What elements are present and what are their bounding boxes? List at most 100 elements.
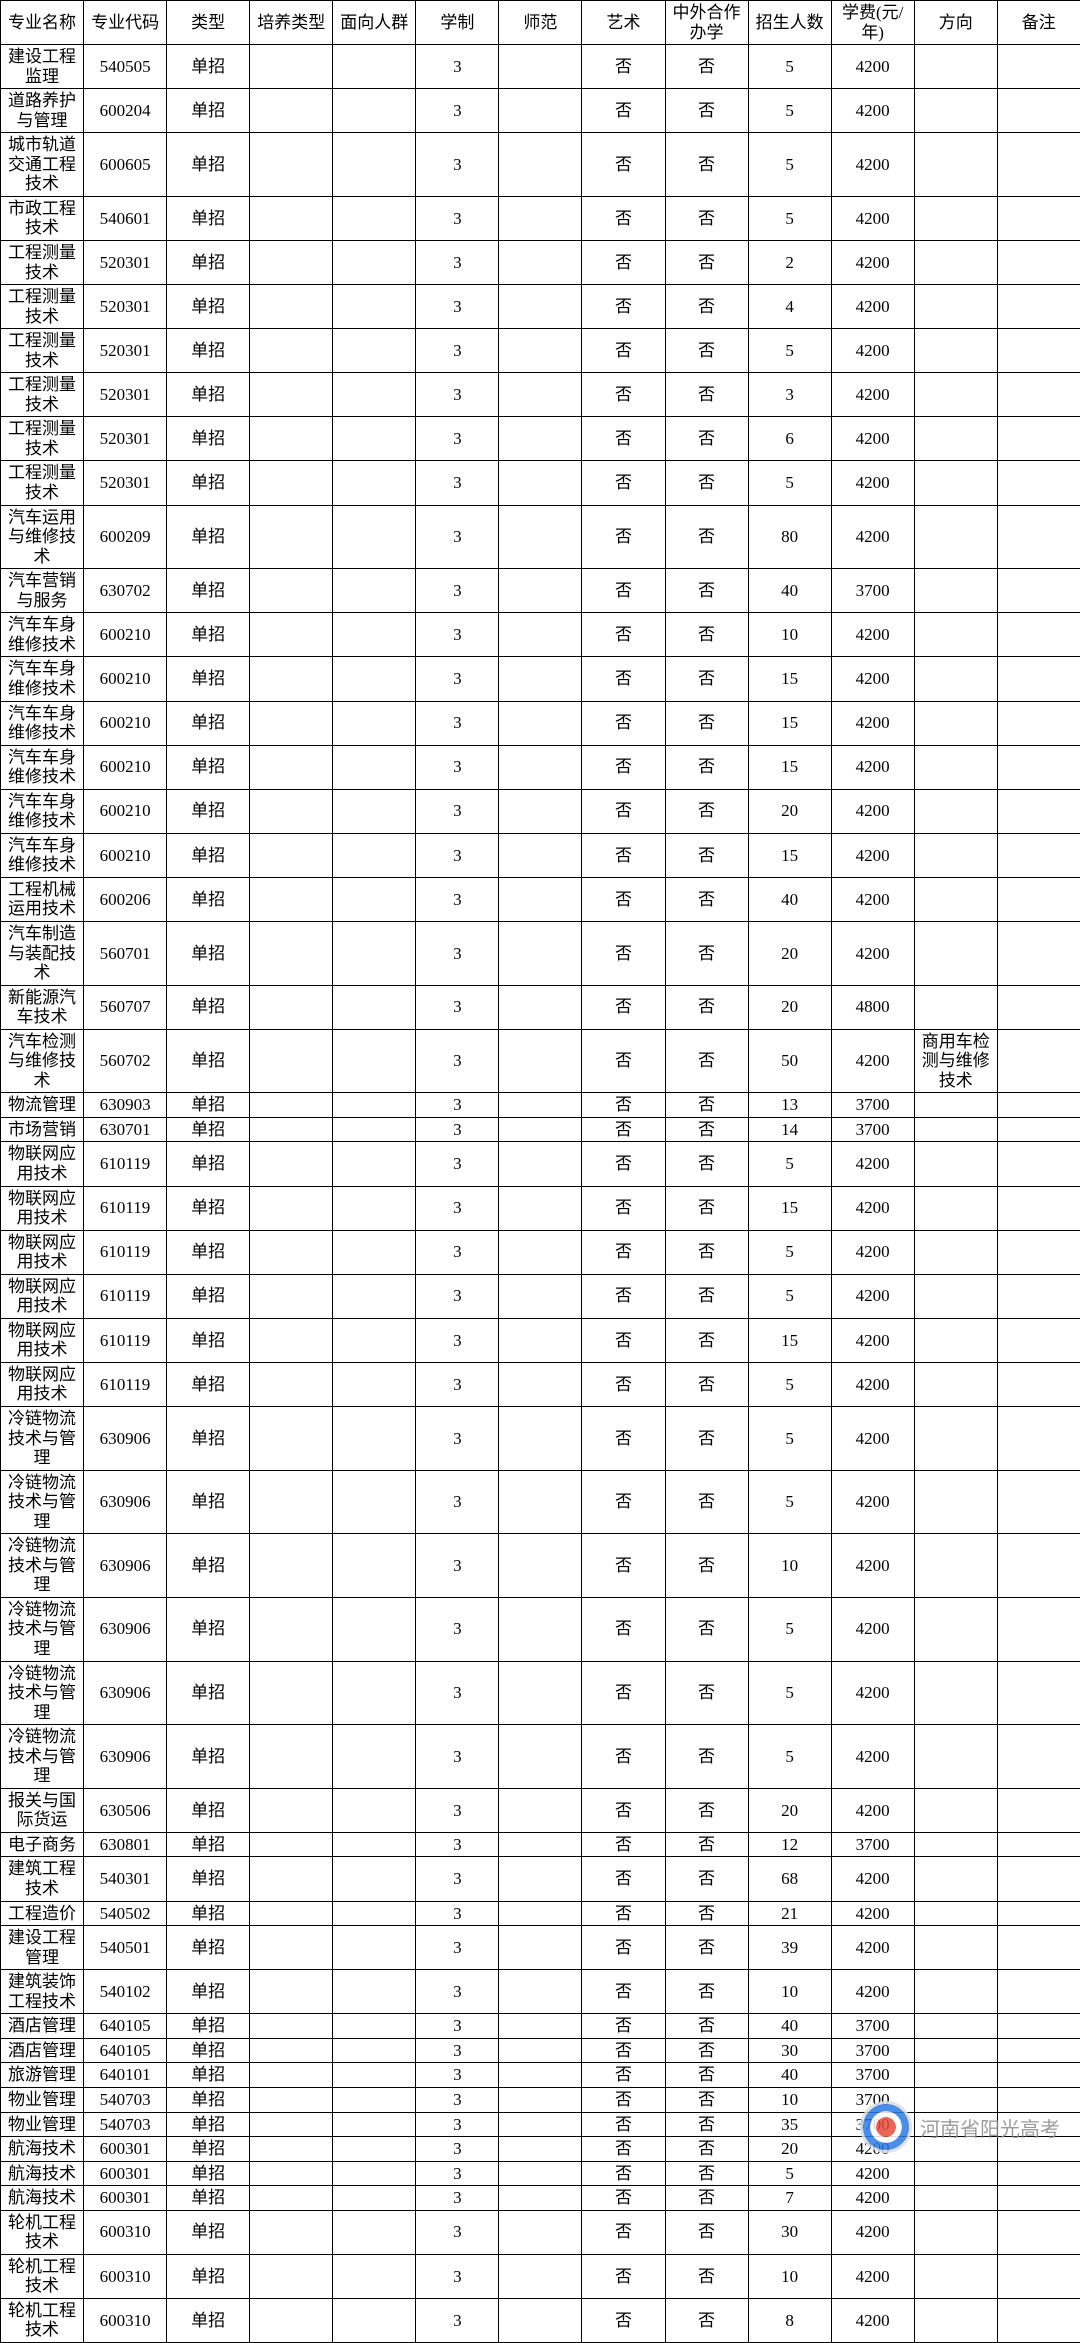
cell: 汽车车身维修技术 [1, 833, 84, 877]
cell: 4200 [831, 1318, 914, 1362]
cell [499, 1597, 582, 1661]
cell [914, 1407, 997, 1471]
cell [250, 1788, 333, 1832]
cell: 否 [582, 1857, 665, 1901]
cell: 68 [748, 1857, 831, 1901]
cell [250, 1926, 333, 1970]
cell [333, 417, 416, 461]
table-row: 汽车检测与维修技术560702单招3否否504200商用车检测与维修技术 [1, 1029, 1080, 1093]
cell: 4200 [831, 1901, 914, 1926]
cell [997, 2063, 1080, 2088]
cell: 3 [416, 921, 499, 985]
cell [997, 45, 1080, 89]
table-row: 航海技术600301单招3否否54200 [1, 2161, 1080, 2186]
cell: 单招 [167, 1832, 250, 1857]
cell [997, 461, 1080, 505]
cell [499, 1318, 582, 1362]
cell: 4200 [831, 1142, 914, 1186]
table-row: 建设工程监理540505单招3否否54200 [1, 45, 1080, 89]
col-header-0: 专业名称 [1, 1, 84, 45]
cell: 否 [582, 2298, 665, 2342]
cell: 14 [748, 1117, 831, 1142]
cell [333, 2137, 416, 2162]
cell: 5 [748, 1661, 831, 1725]
cell [250, 417, 333, 461]
cell [997, 1029, 1080, 1093]
cell: 540501 [84, 1926, 167, 1970]
cell: 否 [665, 1788, 748, 1832]
cell: 560702 [84, 1029, 167, 1093]
cell: 4200 [831, 833, 914, 877]
cell: 否 [582, 1274, 665, 1318]
table-row: 冷链物流技术与管理630906单招3否否54200 [1, 1597, 1080, 1661]
cell [914, 2186, 997, 2211]
cell: 520301 [84, 285, 167, 329]
cell: 520301 [84, 241, 167, 285]
cell [250, 921, 333, 985]
cell [914, 2254, 997, 2298]
cell [997, 877, 1080, 921]
cell: 3 [416, 1142, 499, 1186]
cell: 否 [665, 196, 748, 240]
table-row: 物联网应用技术610119单招3否否154200 [1, 1186, 1080, 1230]
cell [333, 1407, 416, 1471]
cell [499, 2038, 582, 2063]
cell: 600210 [84, 613, 167, 657]
cell: 单招 [167, 2210, 250, 2254]
cell: 3 [416, 701, 499, 745]
cell: 4200 [831, 1597, 914, 1661]
cell [499, 1534, 582, 1598]
cell [997, 1832, 1080, 1857]
cell: 否 [665, 1725, 748, 1789]
cell: 单招 [167, 833, 250, 877]
cell [914, 1534, 997, 1598]
cell: 单招 [167, 2186, 250, 2211]
cell: 单招 [167, 1318, 250, 1362]
cell: 4200 [831, 657, 914, 701]
cell: 工程测量技术 [1, 373, 84, 417]
cell: 单招 [167, 417, 250, 461]
cell: 600210 [84, 745, 167, 789]
table-row: 工程造价540502单招3否否214200 [1, 1901, 1080, 1926]
cell [333, 1597, 416, 1661]
cell: 否 [582, 833, 665, 877]
table-row: 酒店管理640105单招3否否303700 [1, 2038, 1080, 2063]
cell [499, 1725, 582, 1789]
cell: 560707 [84, 985, 167, 1029]
cell [997, 1857, 1080, 1901]
cell: 单招 [167, 2087, 250, 2112]
cell: 15 [748, 657, 831, 701]
cell: 否 [582, 877, 665, 921]
table-row: 冷链物流技术与管理630906单招3否否54200 [1, 1661, 1080, 1725]
cell [997, 1186, 1080, 1230]
cell: 4200 [831, 745, 914, 789]
cell: 4200 [831, 1230, 914, 1274]
cell: 630906 [84, 1534, 167, 1598]
cell: 3 [416, 1597, 499, 1661]
cell: 3 [416, 569, 499, 613]
cell: 3 [416, 657, 499, 701]
table-row: 市政工程技术540601单招3否否54200 [1, 196, 1080, 240]
cell: 否 [665, 1318, 748, 1362]
cell: 540301 [84, 1857, 167, 1901]
cell: 600301 [84, 2137, 167, 2162]
cell: 否 [582, 2014, 665, 2039]
table-row: 物联网应用技术610119单招3否否54200 [1, 1362, 1080, 1406]
cell [997, 2210, 1080, 2254]
cell: 单招 [167, 1470, 250, 1534]
cell: 20 [748, 1788, 831, 1832]
table-row: 汽车车身维修技术600210单招3否否154200 [1, 745, 1080, 789]
cell [333, 1274, 416, 1318]
cell [997, 701, 1080, 745]
table-row: 建筑工程技术540301单招3否否684200 [1, 1857, 1080, 1901]
cell: 3 [416, 1970, 499, 2014]
cell: 3 [416, 833, 499, 877]
cell: 4200 [831, 1661, 914, 1725]
cell [499, 2210, 582, 2254]
table-row: 物联网应用技术610119单招3否否154200 [1, 1318, 1080, 1362]
cell [914, 1117, 997, 1142]
table-row: 报关与国际货运630506单招3否否204200 [1, 1788, 1080, 1832]
cell: 600301 [84, 2186, 167, 2211]
cell: 物流管理 [1, 1093, 84, 1118]
cell: 否 [582, 461, 665, 505]
